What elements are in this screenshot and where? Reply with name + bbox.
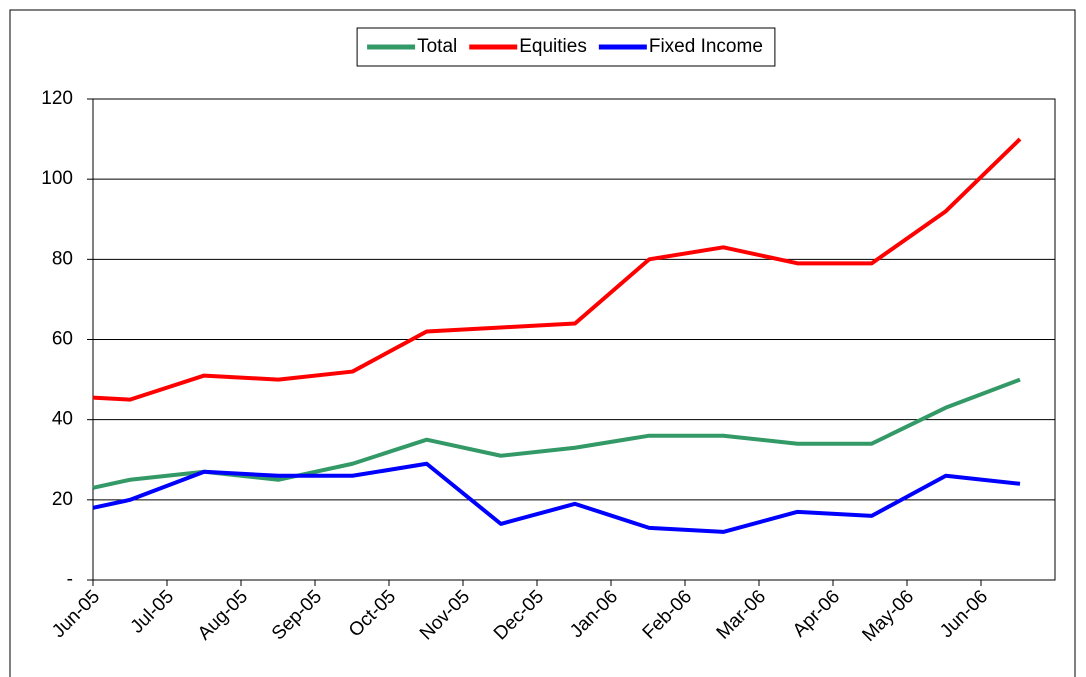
y-tick-label: 120 bbox=[41, 88, 73, 109]
y-tick-label: 80 bbox=[52, 248, 73, 269]
legend-label: Equities bbox=[519, 36, 587, 57]
y-tick-label: 60 bbox=[52, 329, 73, 350]
y-tick-label: 100 bbox=[41, 168, 73, 189]
y-tick-label: - bbox=[67, 569, 73, 590]
legend: Total Equities Fixed Income bbox=[356, 27, 776, 67]
legend-label: Fixed Income bbox=[649, 36, 763, 57]
legend-box bbox=[356, 27, 776, 67]
y-tick-label: 20 bbox=[52, 489, 73, 510]
series-line bbox=[92, 137, 1022, 402]
series-line bbox=[92, 461, 1021, 534]
legend-label: Total bbox=[417, 36, 457, 57]
y-tick-label: 40 bbox=[52, 409, 73, 430]
